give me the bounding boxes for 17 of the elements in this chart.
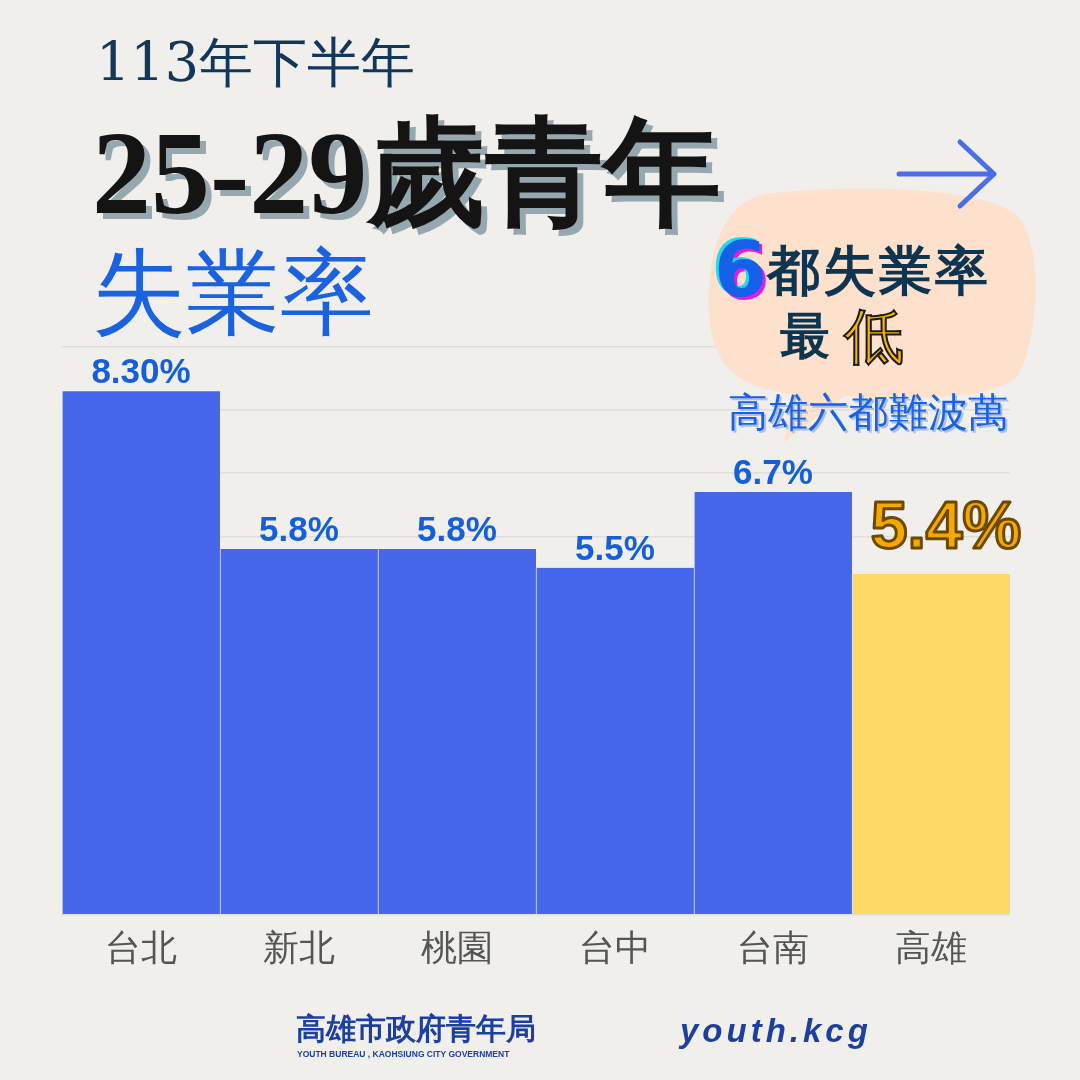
x-tick-label: 台南 [737,926,809,968]
x-tick-label: 台中 [579,926,651,968]
x-tick-label: 高雄 [895,926,967,968]
data-label: 8.30% [91,351,191,391]
text: youth.kcg [680,1012,872,1049]
annotation: 高雄六都難波萬 [728,389,1008,435]
data-label: 5.8% [417,508,497,548]
x-tick-label: 台北 [105,926,177,968]
data-label: 5.8% [259,508,339,548]
text: YOUTH BUREAU , KAOHSIUNG CITY GOVERNMENT [297,1049,510,1059]
data-label: 6.7% [733,452,813,492]
chart-subtitle: 113年下半年 [96,31,416,94]
x-tick-label: 新北 [263,926,335,968]
data-label: 5.4% [870,488,1022,563]
data-label: 5.5% [575,527,655,567]
x-tick-label: 桃園 [421,926,493,968]
text: 高雄市政府青年局 [296,1011,536,1046]
